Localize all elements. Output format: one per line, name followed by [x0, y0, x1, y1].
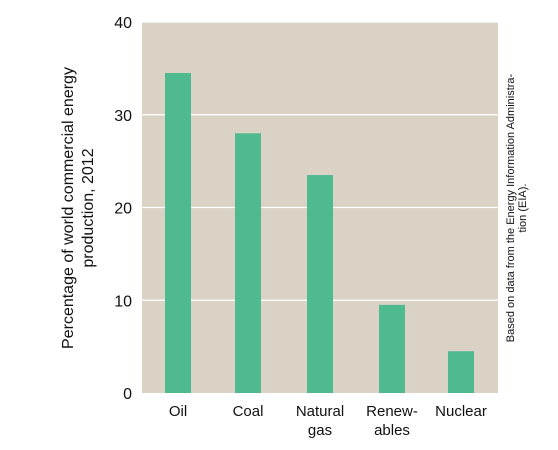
bars	[165, 73, 474, 394]
y-tick-label-1: 10	[114, 293, 132, 310]
x-tick-label-0: Oil	[169, 403, 187, 420]
y-tick-label-4: 40	[114, 15, 132, 32]
y-axis-ticks: 0 10 20 30 40	[114, 15, 132, 403]
x-axis-ticks: Oil Coal Natural gas Renew-ables Nuclear	[169, 403, 487, 439]
x-tick-label-1: Coal	[233, 403, 264, 420]
bar-2	[307, 175, 333, 393]
bar-3	[379, 304, 405, 393]
y-axis-label: Percentage of world commercial energy pro…	[60, 67, 97, 349]
x-tick-label-4: Nuclear	[435, 403, 487, 420]
y-tick-label-0: 0	[123, 386, 132, 403]
bar-1	[235, 133, 261, 394]
x-tick-label-2: Natural gas	[296, 403, 344, 439]
bar-4	[448, 351, 474, 393]
source-note: Based on data from the Energy Informatio…	[505, 73, 529, 342]
y-tick-label-3: 30	[114, 108, 132, 125]
bar-0	[165, 73, 191, 393]
y-tick-label-2: 20	[114, 201, 132, 218]
x-tick-label-3: Renew-ables	[366, 403, 418, 439]
